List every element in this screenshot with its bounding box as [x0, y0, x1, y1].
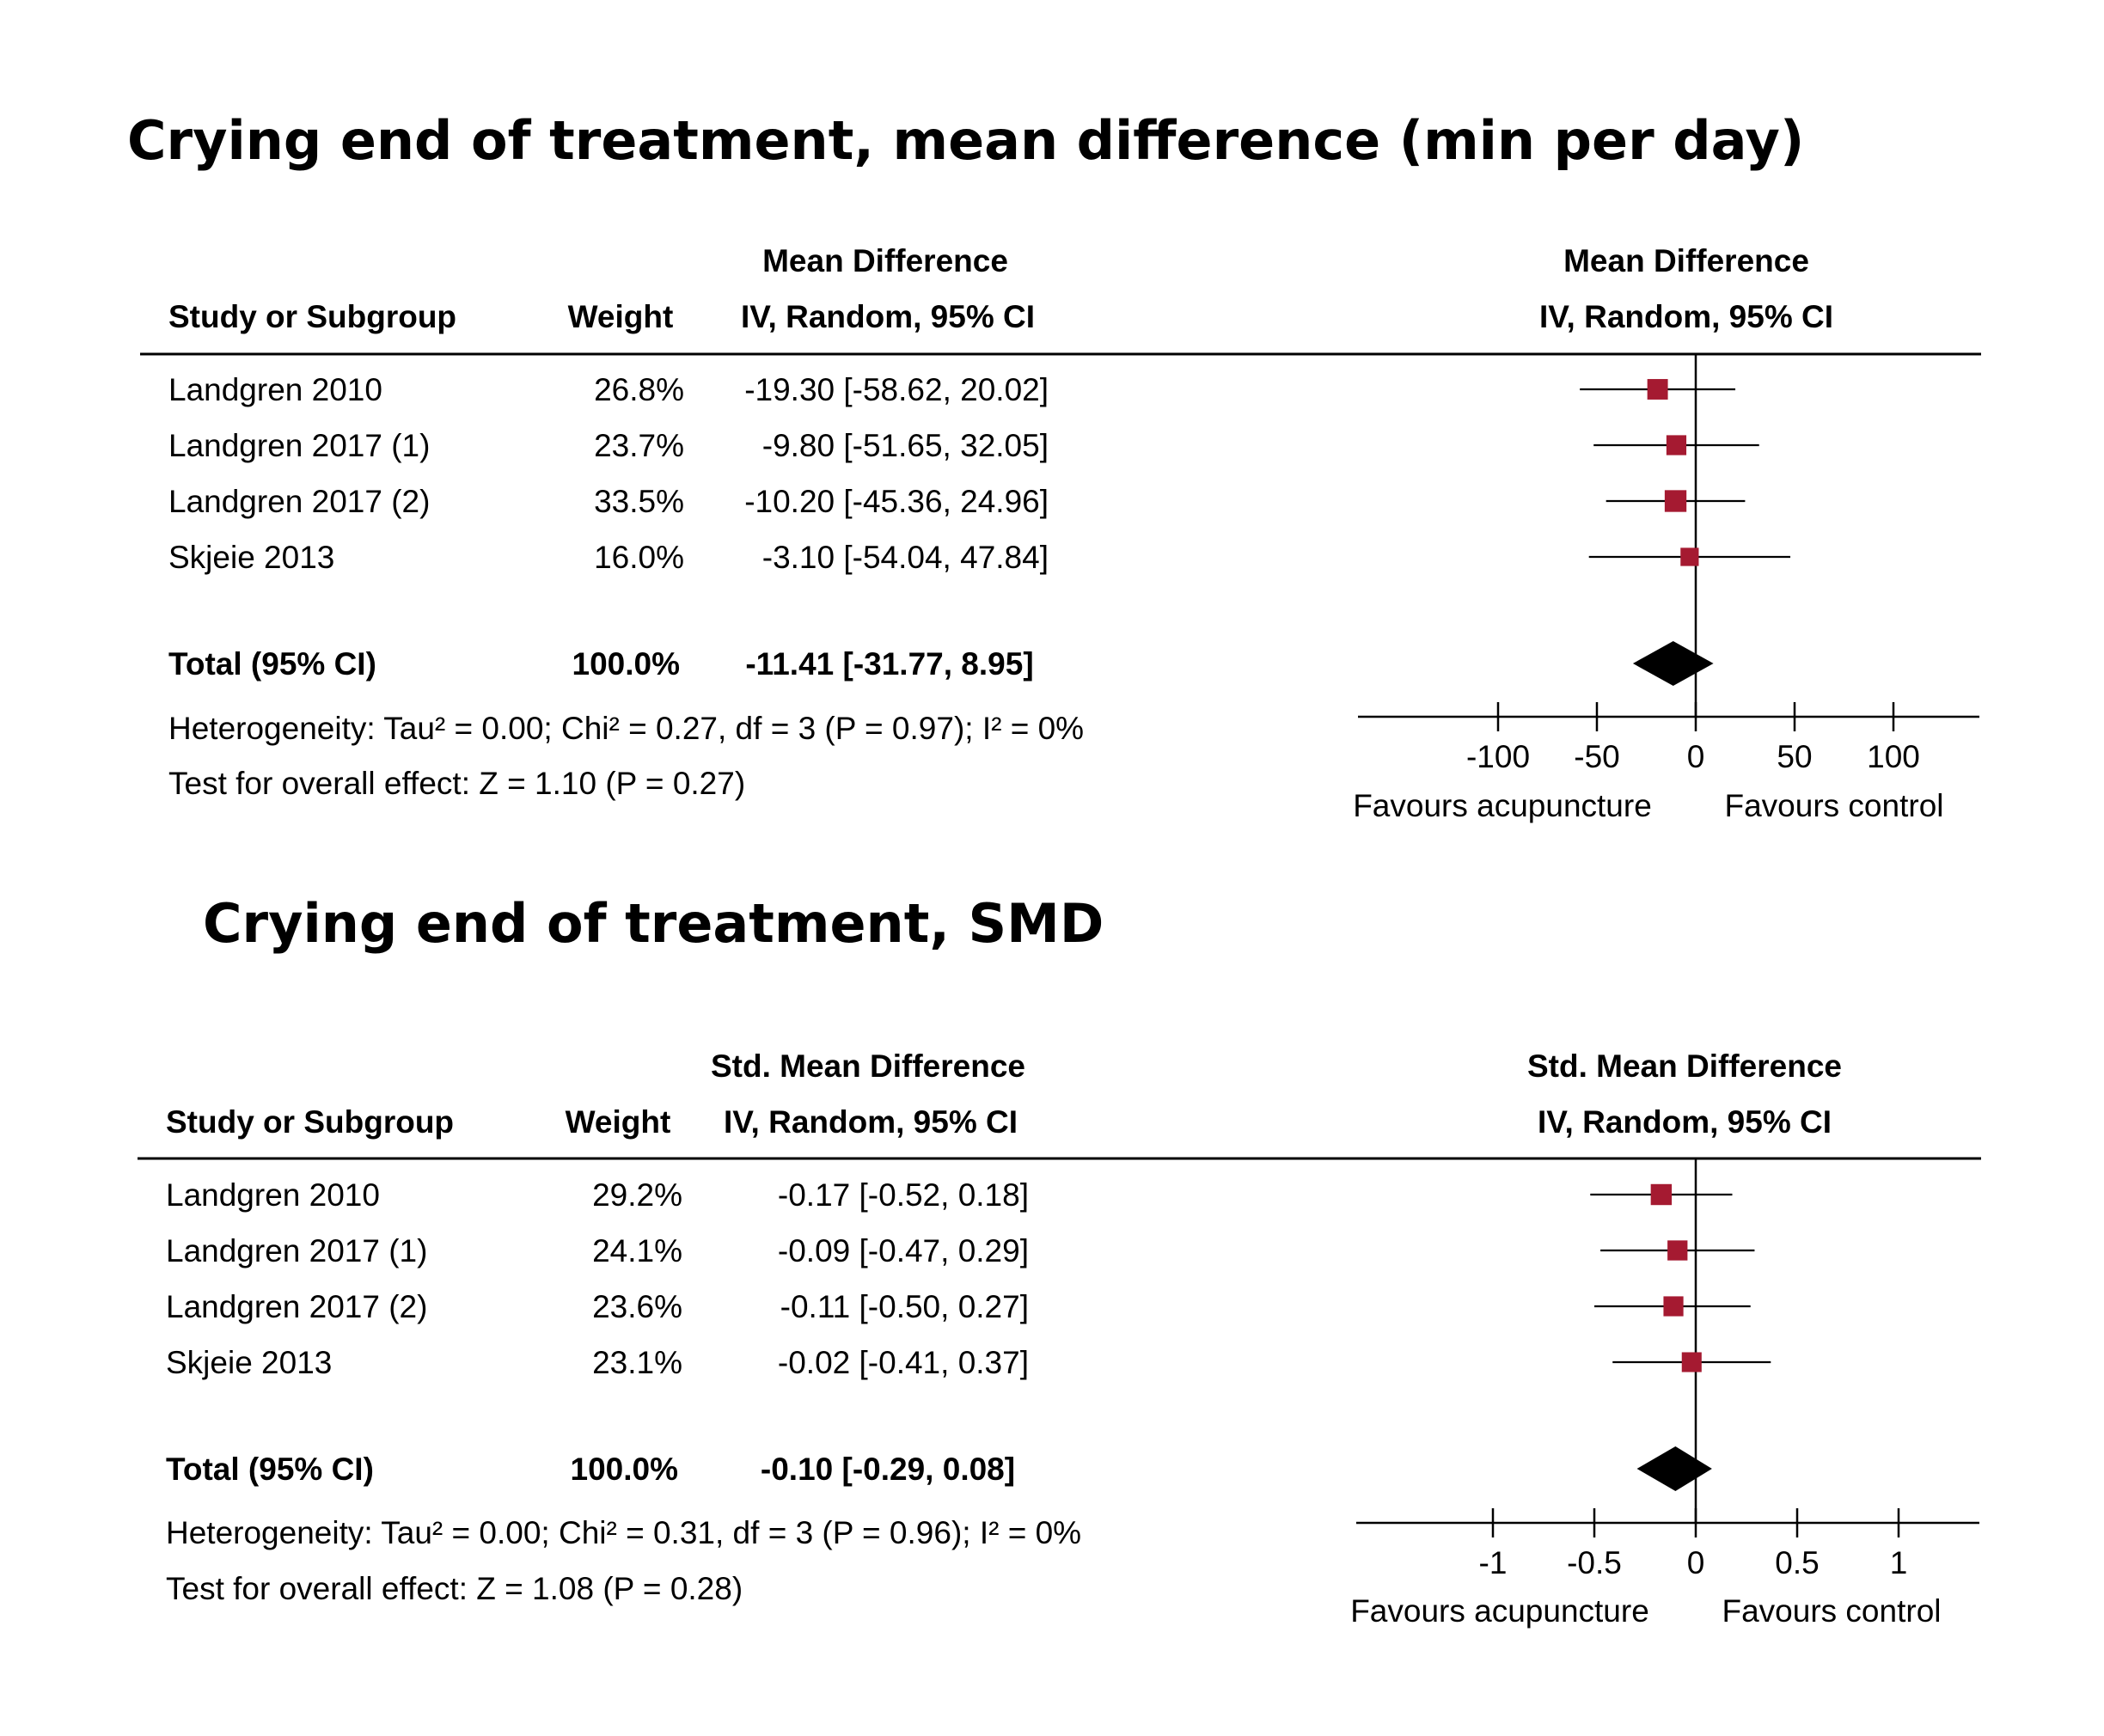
header-plot-measure: Mean Difference [1563, 243, 1809, 278]
study-effect-ci: -0.17 [-0.52, 0.18] [778, 1177, 1029, 1213]
x-tick-label: -50 [1574, 739, 1619, 774]
study-weight: 24.1% [592, 1233, 682, 1268]
x-tick-label: 50 [1777, 739, 1812, 774]
study-effect-ci: -0.02 [-0.41, 0.37] [778, 1345, 1029, 1380]
study-effect-ci: -3.10 [-54.04, 47.84] [762, 540, 1049, 575]
total-label: Total (95% CI) [168, 646, 376, 682]
favours-right-label: Favours control [1722, 1593, 1942, 1629]
chart-title: Crying end of treatment, mean difference… [127, 109, 1804, 172]
header-effect-measure: Std. Mean Difference [711, 1048, 1025, 1084]
study-name: Landgren 2017 (2) [168, 484, 430, 519]
effect-marker [1667, 1240, 1688, 1261]
study-weight: 23.1% [592, 1345, 682, 1380]
study-weight: 16.0% [594, 540, 684, 575]
x-tick-label: -1 [1479, 1545, 1508, 1580]
chart-title: Crying end of treatment, SMD [203, 892, 1104, 955]
pooled-effect-diamond [1636, 1446, 1712, 1491]
effect-marker [1663, 1296, 1684, 1317]
forest-panel-2: Crying end of treatment, SMD Study or Sub… [138, 892, 1981, 1629]
header-plot-measure: Std. Mean Difference [1527, 1048, 1842, 1084]
study-name: Skjeie 2013 [168, 540, 334, 575]
study-weight: 23.6% [592, 1289, 682, 1324]
total-weight: 100.0% [572, 646, 681, 682]
study-effect-ci: -9.80 [-51.65, 32.05] [762, 428, 1049, 463]
effect-marker [1680, 547, 1699, 566]
total-effect-ci: -11.41 [-31.77, 8.95] [745, 646, 1033, 682]
header-study: Study or Subgroup [166, 1104, 454, 1140]
overall-effect-test: Test for overall effect: Z = 1.10 (P = 0… [168, 766, 745, 801]
favours-left-label: Favours acupuncture [1350, 1593, 1649, 1629]
total-weight: 100.0% [571, 1452, 679, 1487]
total-label: Total (95% CI) [166, 1452, 374, 1487]
heterogeneity-stats: Heterogeneity: Tau² = 0.00; Chi² = 0.27,… [168, 711, 1084, 746]
x-tick-label: -0.5 [1567, 1545, 1622, 1580]
study-weight: 26.8% [594, 372, 684, 407]
effect-marker [1650, 1183, 1673, 1206]
total-effect-ci: -0.10 [-0.29, 0.08] [761, 1452, 1015, 1487]
x-tick-label: 0 [1687, 1545, 1705, 1580]
overall-effect-test: Test for overall effect: Z = 1.08 (P = 0… [166, 1571, 743, 1606]
header-effect-method: IV, Random, 95% CI [724, 1104, 1018, 1140]
study-weight: 33.5% [594, 484, 684, 519]
study-name: Landgren 2017 (1) [168, 428, 430, 463]
favours-left-label: Favours acupuncture [1353, 788, 1652, 823]
study-effect-ci: -10.20 [-45.36, 24.96] [744, 484, 1049, 519]
x-tick-label: -100 [1466, 739, 1530, 774]
study-name: Landgren 2017 (1) [166, 1233, 427, 1268]
study-effect-ci: -19.30 [-58.62, 20.02] [744, 372, 1049, 407]
study-name: Landgren 2010 [168, 372, 382, 407]
header-study: Study or Subgroup [168, 299, 456, 334]
x-tick-label: 0.5 [1775, 1545, 1819, 1580]
header-effect-method: IV, Random, 95% CI [741, 299, 1035, 334]
effect-marker [1666, 435, 1687, 455]
effect-marker [1647, 379, 1668, 400]
forest-panel-1: Crying end of treatment, mean difference… [127, 109, 1981, 823]
x-tick-label: 1 [1890, 1545, 1908, 1580]
header-plot-method: IV, Random, 95% CI [1538, 1104, 1832, 1140]
header-plot-method: IV, Random, 95% CI [1539, 299, 1833, 334]
study-name: Skjeie 2013 [166, 1345, 332, 1380]
study-name: Landgren 2017 (2) [166, 1289, 427, 1324]
favours-right-label: Favours control [1725, 788, 1944, 823]
heterogeneity-stats: Heterogeneity: Tau² = 0.00; Chi² = 0.31,… [166, 1515, 1081, 1550]
pooled-effect-diamond [1632, 641, 1714, 686]
study-effect-ci: -0.11 [-0.50, 0.27] [780, 1289, 1029, 1324]
study-name: Landgren 2010 [166, 1177, 380, 1213]
study-effect-ci: -0.09 [-0.47, 0.29] [778, 1233, 1029, 1268]
header-effect-measure: Mean Difference [762, 243, 1008, 278]
x-tick-label: 100 [1867, 739, 1920, 774]
effect-marker [1681, 1352, 1702, 1372]
header-weight: Weight [568, 299, 674, 334]
effect-marker [1664, 490, 1687, 512]
x-tick-label: 0 [1687, 739, 1705, 774]
study-weight: 29.2% [592, 1177, 682, 1213]
header-weight: Weight [566, 1104, 671, 1140]
study-weight: 23.7% [594, 428, 684, 463]
